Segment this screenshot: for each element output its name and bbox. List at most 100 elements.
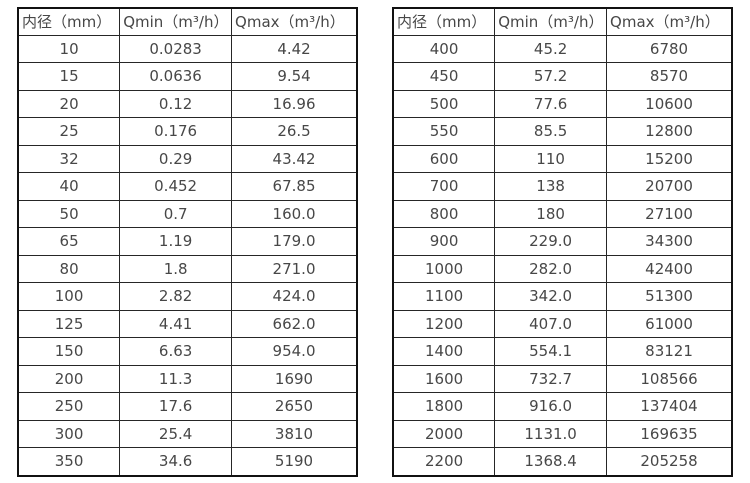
table-cell: 20700	[606, 172, 733, 201]
table-row: 250 17.6 2650	[17, 392, 358, 421]
table-row: 15 0.0636 9.54	[17, 62, 358, 91]
table-cell: 450	[392, 62, 496, 91]
table-cell: 916.0	[494, 392, 608, 421]
table-row: 1200 407.0 61000	[392, 309, 733, 339]
table-cell: 407.0	[494, 309, 608, 339]
table-cell: 57.2	[494, 62, 608, 91]
table-cell: 900	[392, 227, 496, 256]
table-row: 350 34.6 5190	[17, 447, 358, 477]
table-cell: 1200	[392, 309, 496, 339]
table-cell: 108566	[606, 364, 733, 394]
table-cell: 125	[17, 309, 121, 339]
table-cell: 83121	[606, 337, 733, 366]
table-cell: 25	[17, 117, 121, 146]
table-cell: 77.6	[494, 89, 608, 119]
table-cell: 0.7	[119, 199, 233, 229]
table-cell: 179.0	[231, 227, 358, 256]
table-cell: 282.0	[494, 254, 608, 284]
table-row: 100 2.82 424.0	[17, 282, 358, 311]
table-cell: 150	[17, 337, 121, 366]
table-cell: 1.19	[119, 227, 233, 256]
table-cell: 300	[17, 419, 121, 449]
flow-rate-table-small-diameters: 内径（mm） Qmin（m³/h） Qmax（m³/h） 10 0.0283 4.42 15…	[17, 7, 358, 477]
table-cell: 27100	[606, 199, 733, 229]
table-cell: 2000	[392, 419, 496, 449]
table-cell: 1000	[392, 254, 496, 284]
table-row: 2000 1131.0 169635	[392, 419, 733, 449]
table-cell: 169635	[606, 419, 733, 449]
table-cell: 45.2	[494, 34, 608, 64]
table-cell: 205258	[606, 447, 733, 477]
table-cell: 700	[392, 172, 496, 201]
table-cell: 1131.0	[494, 419, 608, 449]
table-cell: 6.63	[119, 337, 233, 366]
column-header: 内径（mm）	[17, 7, 121, 36]
table-cell: 80	[17, 254, 121, 284]
table-cell: 2200	[392, 447, 496, 477]
table-cell: 180	[494, 199, 608, 229]
table-row: 500 77.6 10600	[392, 89, 733, 119]
table-cell: 11.3	[119, 364, 233, 394]
table-cell: 16.96	[231, 89, 358, 119]
table-cell: 200	[17, 364, 121, 394]
table-cell: 2.82	[119, 282, 233, 311]
table-cell: 61000	[606, 309, 733, 339]
table-cell: 26.5	[231, 117, 358, 146]
table-cell: 100	[17, 282, 121, 311]
table-cell: 550	[392, 117, 496, 146]
table-row: 25 0.176 26.5	[17, 117, 358, 146]
table-cell: 3810	[231, 419, 358, 449]
table-cell: 662.0	[231, 309, 358, 339]
table-cell: 4.42	[231, 34, 358, 64]
table-cell: 42400	[606, 254, 733, 284]
table-row: 80 1.8 271.0	[17, 254, 358, 284]
flow-rate-table-large-diameters: 内径（mm） Qmin（m³/h） Qmax（m³/h） 400 45.2 6780 450…	[392, 7, 733, 477]
table-row: 1800 916.0 137404	[392, 392, 733, 421]
table-header-row: 内径（mm） Qmin（m³/h） Qmax（m³/h）	[392, 7, 733, 36]
table-cell: 0.0283	[119, 34, 233, 64]
table-row: 200 11.3 1690	[17, 364, 358, 394]
table-cell: 0.29	[119, 144, 233, 174]
table-cell: 138	[494, 172, 608, 201]
table-cell: 9.54	[231, 62, 358, 91]
table-cell: 17.6	[119, 392, 233, 421]
table-cell: 554.1	[494, 337, 608, 366]
table-row: 550 85.5 12800	[392, 117, 733, 146]
table-row: 1000 282.0 42400	[392, 254, 733, 284]
table-row: 40 0.452 67.85	[17, 172, 358, 201]
table-cell: 1600	[392, 364, 496, 394]
table-cell: 34.6	[119, 447, 233, 477]
table-row: 32 0.29 43.42	[17, 144, 358, 174]
table-row: 10 0.0283 4.42	[17, 34, 358, 64]
table-header-row: 内径（mm） Qmin（m³/h） Qmax（m³/h）	[17, 7, 358, 36]
table-cell: 40	[17, 172, 121, 201]
table-row: 600 110 15200	[392, 144, 733, 174]
column-header: 内径（mm）	[392, 7, 496, 36]
table-row: 2200 1368.4 205258	[392, 447, 733, 477]
table-cell: 65	[17, 227, 121, 256]
column-header: Qmin（m³/h）	[119, 7, 233, 36]
table-row: 400 45.2 6780	[392, 34, 733, 64]
table-cell: 342.0	[494, 282, 608, 311]
column-header: Qmax（m³/h）	[606, 7, 733, 36]
table-cell: 732.7	[494, 364, 608, 394]
table-cell: 12800	[606, 117, 733, 146]
column-header: Qmax（m³/h）	[231, 7, 358, 36]
table-cell: 2650	[231, 392, 358, 421]
table-cell: 1400	[392, 337, 496, 366]
table-cell: 67.85	[231, 172, 358, 201]
table-cell: 0.452	[119, 172, 233, 201]
table-cell: 10600	[606, 89, 733, 119]
column-header: Qmin（m³/h）	[494, 7, 608, 36]
table-row: 50 0.7 160.0	[17, 199, 358, 229]
table-cell: 15200	[606, 144, 733, 174]
table-cell: 32	[17, 144, 121, 174]
table-row: 700 138 20700	[392, 172, 733, 201]
table-row: 1600 732.7 108566	[392, 364, 733, 394]
table-cell: 6780	[606, 34, 733, 64]
table-row: 20 0.12 16.96	[17, 89, 358, 119]
table-cell: 10	[17, 34, 121, 64]
table-cell: 424.0	[231, 282, 358, 311]
table-row: 125 4.41 662.0	[17, 309, 358, 339]
table-row: 1100 342.0 51300	[392, 282, 733, 311]
